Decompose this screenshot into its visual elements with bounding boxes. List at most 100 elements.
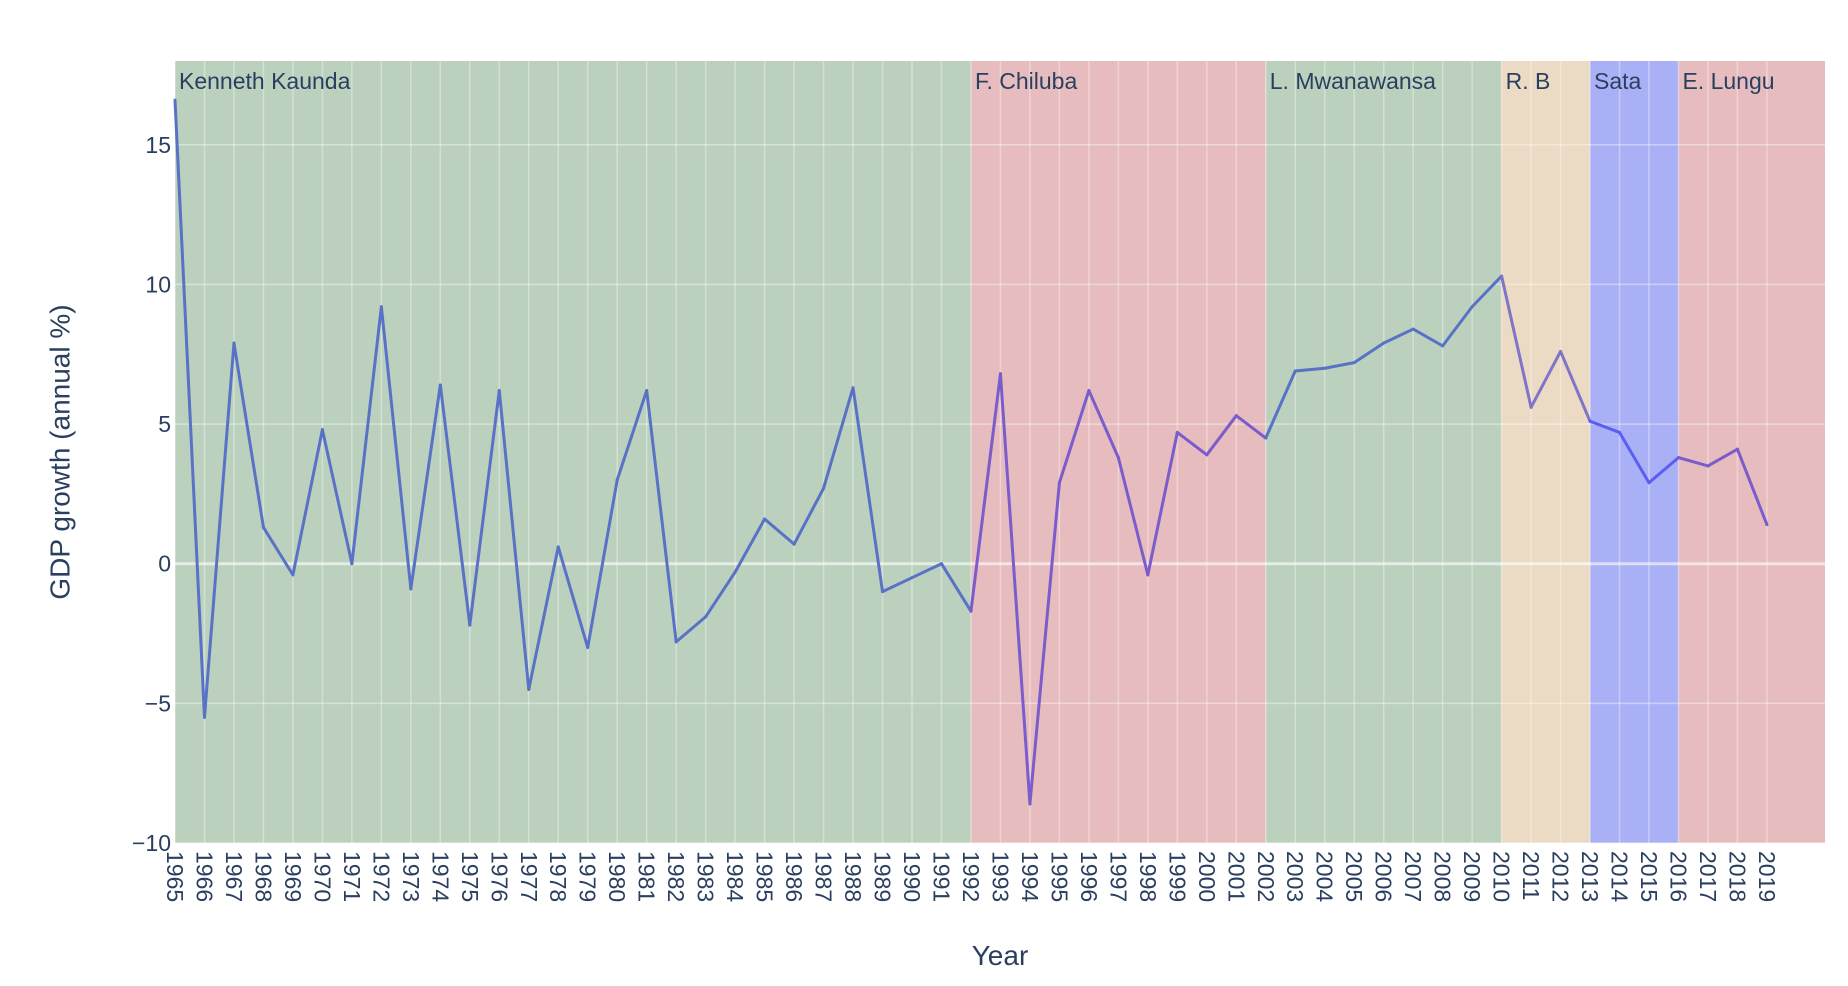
data-point xyxy=(822,486,825,490)
era-label: L. Mwanawansa xyxy=(1270,68,1436,94)
y-tick-label: 15 xyxy=(145,132,171,158)
series-segment xyxy=(1234,414,1268,440)
data-point xyxy=(1500,274,1503,278)
data-point xyxy=(1441,344,1445,348)
series-segment xyxy=(1057,389,1091,485)
data-point xyxy=(1647,481,1651,485)
series-segment xyxy=(1028,481,1061,806)
data-point xyxy=(1470,305,1474,309)
series-segment xyxy=(1588,419,1622,434)
x-tick-label: 1977 xyxy=(516,851,542,902)
series-segment xyxy=(1618,430,1651,485)
series-segment xyxy=(792,486,826,546)
series-segment xyxy=(1352,341,1386,365)
x-tick-label: 2009 xyxy=(1459,851,1485,902)
data-point xyxy=(1264,436,1268,440)
series-segment xyxy=(379,305,413,591)
x-tick-label: 1998 xyxy=(1135,851,1161,902)
data-point xyxy=(792,542,796,546)
x-tick-label: 2018 xyxy=(1724,851,1750,902)
series-segment xyxy=(1087,389,1120,460)
data-point xyxy=(173,98,177,102)
data-point xyxy=(321,428,324,432)
data-point xyxy=(438,383,442,387)
x-tick-label: 1971 xyxy=(339,851,365,902)
era-band-5 xyxy=(1678,61,1825,843)
y-tick-label: 5 xyxy=(158,411,171,437)
x-tick-label: 2008 xyxy=(1430,851,1456,902)
x-tick-label: 2017 xyxy=(1695,851,1721,902)
x-tick-label: 1993 xyxy=(987,851,1013,902)
series-segment xyxy=(497,389,531,691)
series-segment xyxy=(674,615,708,644)
x-tick-label: 1999 xyxy=(1164,851,1190,902)
x-tick-label: 1966 xyxy=(191,851,217,902)
y-axis-title: GDP growth (annual %) xyxy=(44,304,75,599)
era-label: E. Lungu xyxy=(1682,68,1774,94)
x-tick-label: 2004 xyxy=(1312,851,1338,902)
data-point xyxy=(704,615,708,619)
grid-lines xyxy=(174,61,1825,844)
x-tick-label: 1968 xyxy=(250,851,276,902)
x-tick-label: 2005 xyxy=(1341,851,1367,902)
x-tick-label: 1967 xyxy=(221,851,247,902)
x-tick-label: 1969 xyxy=(280,851,306,902)
x-tick-label: 1986 xyxy=(781,851,807,902)
series-segment xyxy=(1706,447,1739,468)
data-point xyxy=(350,562,354,566)
x-axis-ticks: 1965 1966 1967 1968 1969 1970 1971 1972 1973 1974… xyxy=(162,851,1780,902)
x-tick-label: 1980 xyxy=(604,851,630,902)
x-tick-label: 2013 xyxy=(1577,851,1603,902)
data-point xyxy=(1529,405,1533,409)
data-point xyxy=(881,590,884,594)
data-point xyxy=(940,562,943,566)
series-segment xyxy=(1175,430,1209,457)
x-tick-label: 2019 xyxy=(1754,851,1780,902)
series-segment xyxy=(1647,456,1680,485)
x-tick-label: 1996 xyxy=(1076,851,1102,902)
era-band-2 xyxy=(1265,61,1502,843)
x-tick-label: 1965 xyxy=(162,851,188,902)
series-segment xyxy=(645,389,678,644)
series-segment xyxy=(1735,447,1769,527)
x-tick-label: 1989 xyxy=(870,851,896,902)
era-band-4 xyxy=(1590,61,1679,843)
series-segment xyxy=(1441,305,1474,348)
era-label: Kenneth Kaunda xyxy=(179,68,351,94)
data-point xyxy=(379,305,383,309)
data-point xyxy=(1087,389,1091,392)
x-tick-label: 2014 xyxy=(1607,851,1633,902)
series-segment xyxy=(939,562,973,613)
data-point xyxy=(763,517,766,521)
era-band-0 xyxy=(175,61,971,843)
series-segment xyxy=(556,545,590,649)
gdp-growth-series xyxy=(173,98,1769,806)
x-tick-label: 1994 xyxy=(1017,851,1043,902)
data-point xyxy=(615,478,619,482)
series-segment xyxy=(173,98,206,719)
era-band-1 xyxy=(970,61,1266,843)
series-segment xyxy=(1559,349,1592,423)
y-tick-label: −5 xyxy=(145,690,171,716)
era-label: F. Chiluba xyxy=(975,68,1077,94)
series-segment xyxy=(1529,349,1563,409)
data-point xyxy=(1765,523,1769,527)
series-segment xyxy=(851,386,885,594)
data-point xyxy=(586,646,590,649)
data-point xyxy=(1058,481,1061,485)
x-tick-label: 2012 xyxy=(1548,851,1574,902)
series-segment xyxy=(527,545,560,691)
series-segment xyxy=(910,562,943,580)
series-segment xyxy=(586,478,619,649)
x-tick-label: 2016 xyxy=(1665,851,1691,902)
data-point xyxy=(1677,456,1680,459)
x-tick-label: 1979 xyxy=(575,851,601,902)
data-point xyxy=(1323,366,1327,370)
data-point xyxy=(910,576,914,580)
data-point xyxy=(468,623,472,627)
series-segment xyxy=(733,517,767,574)
x-tick-label: 1985 xyxy=(752,851,778,902)
x-tick-label: 1991 xyxy=(928,851,954,902)
data-point xyxy=(645,389,649,392)
x-tick-label: 1975 xyxy=(457,851,483,902)
